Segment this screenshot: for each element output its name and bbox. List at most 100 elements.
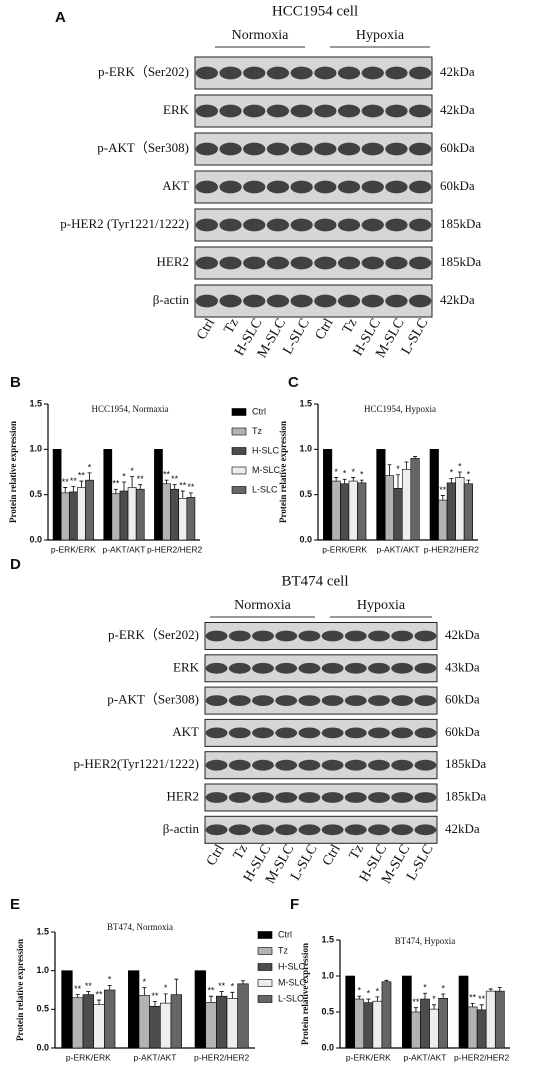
blot-band (361, 66, 384, 80)
condition-label: Hypoxia (356, 28, 405, 43)
blot-band (321, 759, 344, 771)
y-axis-label: Protein relative expression (300, 943, 310, 1045)
blot-band (344, 662, 367, 674)
protein-label: β-actin (163, 821, 200, 836)
error-bar (466, 479, 471, 484)
bar (103, 449, 113, 541)
blot-band (275, 727, 298, 739)
blot-band (228, 792, 251, 803)
blot-band (385, 104, 408, 118)
y-tick-label: 0.0 (29, 534, 42, 544)
blot-band (368, 824, 390, 836)
blot-band (275, 792, 298, 803)
bar (68, 491, 78, 541)
x-tick-label: p-ERK/ERK (346, 1052, 391, 1062)
blot-band (391, 792, 414, 803)
legend-label: Ctrl (278, 929, 292, 939)
bar (135, 488, 145, 541)
blot-band (219, 66, 242, 80)
blot-band (321, 662, 344, 674)
error-bar (163, 993, 168, 1004)
blot-band (290, 104, 313, 118)
chart-title: HCC1954, Normaxia (92, 404, 169, 414)
x-tick-label: p-AKT/AKT (377, 544, 420, 554)
size-label: 42kDa (445, 821, 480, 836)
blot-band (414, 695, 437, 706)
blot-band (290, 294, 313, 308)
y-tick-label: 0.5 (29, 489, 42, 499)
y-tick-label: 0.5 (36, 1004, 49, 1014)
blot-band (361, 142, 384, 156)
error-bar (334, 477, 339, 482)
legend-label: Ctrl (252, 406, 266, 416)
error-bar (164, 479, 169, 484)
bar (104, 989, 116, 1049)
size-label: 42kDa (440, 102, 475, 117)
error-bar (440, 495, 445, 501)
error-bar (122, 481, 126, 492)
significance: * (351, 467, 355, 477)
error-bar (209, 995, 213, 1003)
error-bar (113, 488, 118, 494)
blot-band (391, 759, 414, 771)
significance: ** (151, 991, 159, 1001)
bar (323, 449, 333, 541)
blot-band (252, 727, 274, 739)
blot-band (321, 695, 344, 706)
size-label: 60kDa (440, 178, 475, 193)
blot-band (414, 662, 437, 674)
blot-band (368, 662, 390, 674)
bar (149, 1005, 161, 1049)
blot-band (298, 824, 321, 836)
error-bar (79, 480, 84, 488)
bar (72, 997, 84, 1049)
blot-band (344, 695, 367, 706)
blot-band (298, 630, 321, 642)
error-bar (153, 1001, 157, 1007)
blot-band (228, 630, 251, 642)
x-tick-label: p-HER2/HER2 (194, 1052, 250, 1062)
error-bar (219, 991, 224, 997)
bar (446, 482, 456, 541)
blot-band (205, 727, 228, 739)
blot-band (195, 66, 218, 80)
error-bar (359, 479, 364, 483)
error-bar (432, 1004, 437, 1010)
significance: ** (439, 485, 447, 495)
legend-label: M-SLC (278, 977, 307, 987)
error-bar (188, 492, 193, 498)
size-label: 185kDa (440, 216, 481, 231)
bar (127, 487, 137, 541)
panel-letter: B (10, 374, 21, 391)
significance: * (432, 994, 436, 1004)
significance: * (334, 467, 338, 477)
bar (85, 479, 94, 541)
legend-label: H-SLC (252, 445, 280, 455)
blot-band (391, 662, 414, 674)
blot-band (414, 727, 437, 739)
bar (52, 449, 62, 541)
error-bar (396, 474, 400, 489)
blot-band (243, 256, 266, 270)
x-tick-label: p-HER2/HER2 (424, 544, 480, 554)
significance: ** (137, 474, 145, 484)
blot-band (228, 759, 251, 771)
error-bar (470, 1002, 475, 1007)
bar (186, 497, 196, 541)
y-tick-label: 1.0 (29, 444, 42, 454)
blot-band (290, 218, 313, 232)
blot-band (409, 256, 432, 270)
error-bar (404, 461, 409, 470)
blot-band (290, 256, 313, 270)
blot-band (252, 662, 274, 674)
blot-band (275, 759, 298, 771)
blot-band (298, 727, 321, 739)
bar (205, 1002, 217, 1049)
bar (376, 449, 386, 541)
error-bar (138, 484, 143, 490)
y-tick-label: 1.5 (29, 398, 42, 408)
error-bar (172, 484, 177, 490)
bar (226, 998, 238, 1049)
y-tick-label: 1.5 (36, 926, 49, 936)
size-label: 185kDa (445, 756, 486, 771)
